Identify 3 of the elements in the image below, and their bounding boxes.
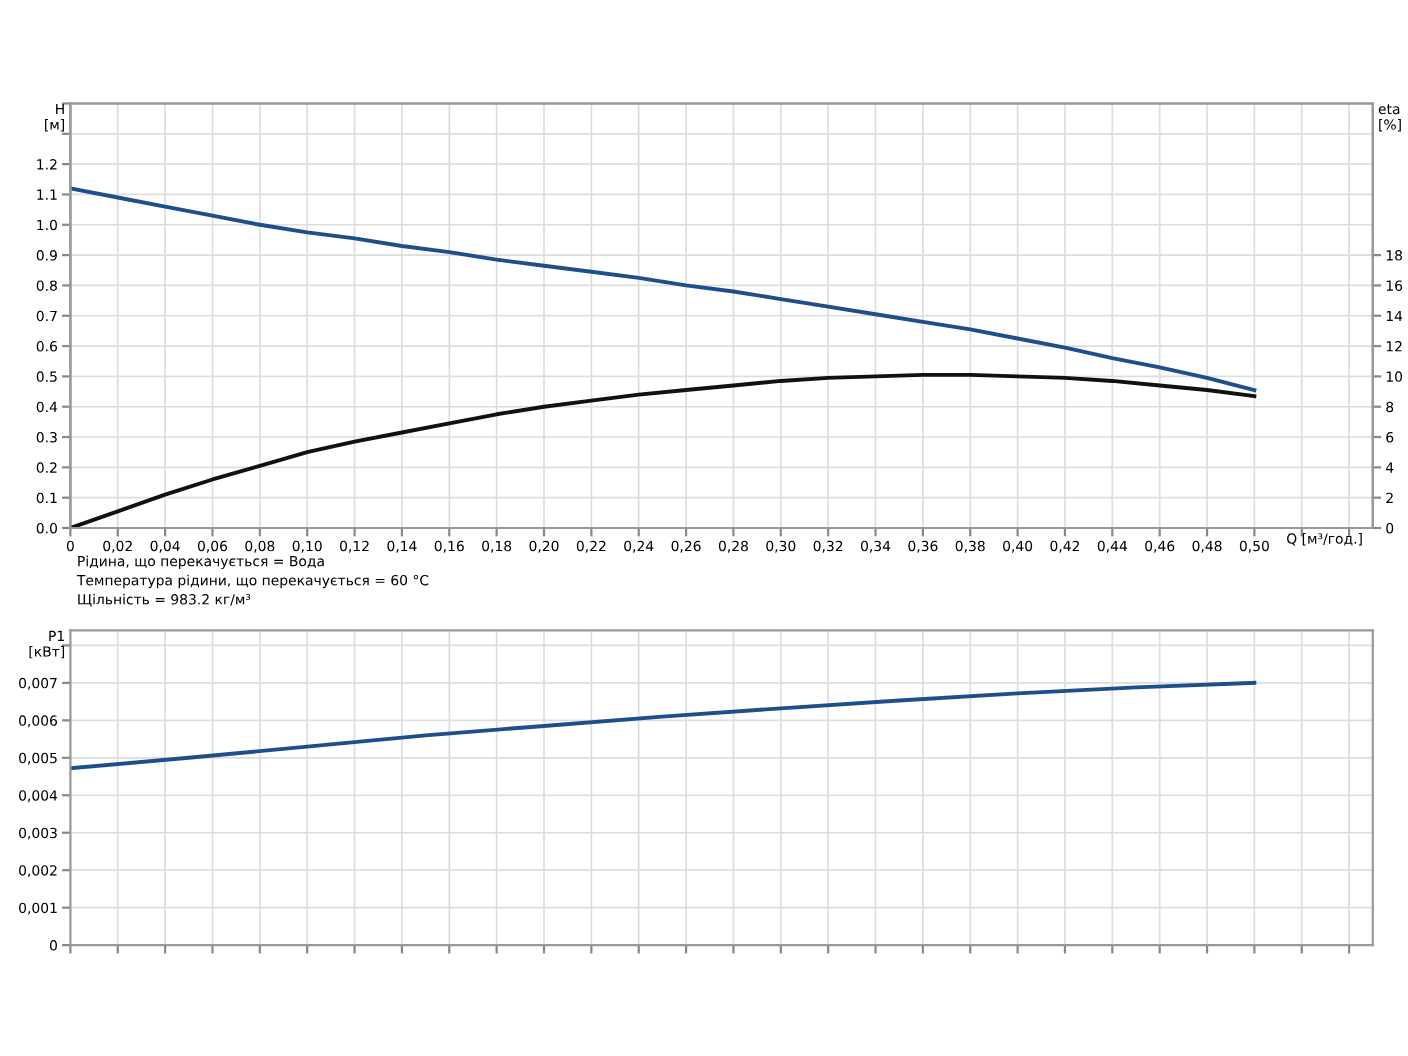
line-series <box>70 680 1257 771</box>
line-series <box>70 372 1257 528</box>
line-series <box>70 186 1257 392</box>
